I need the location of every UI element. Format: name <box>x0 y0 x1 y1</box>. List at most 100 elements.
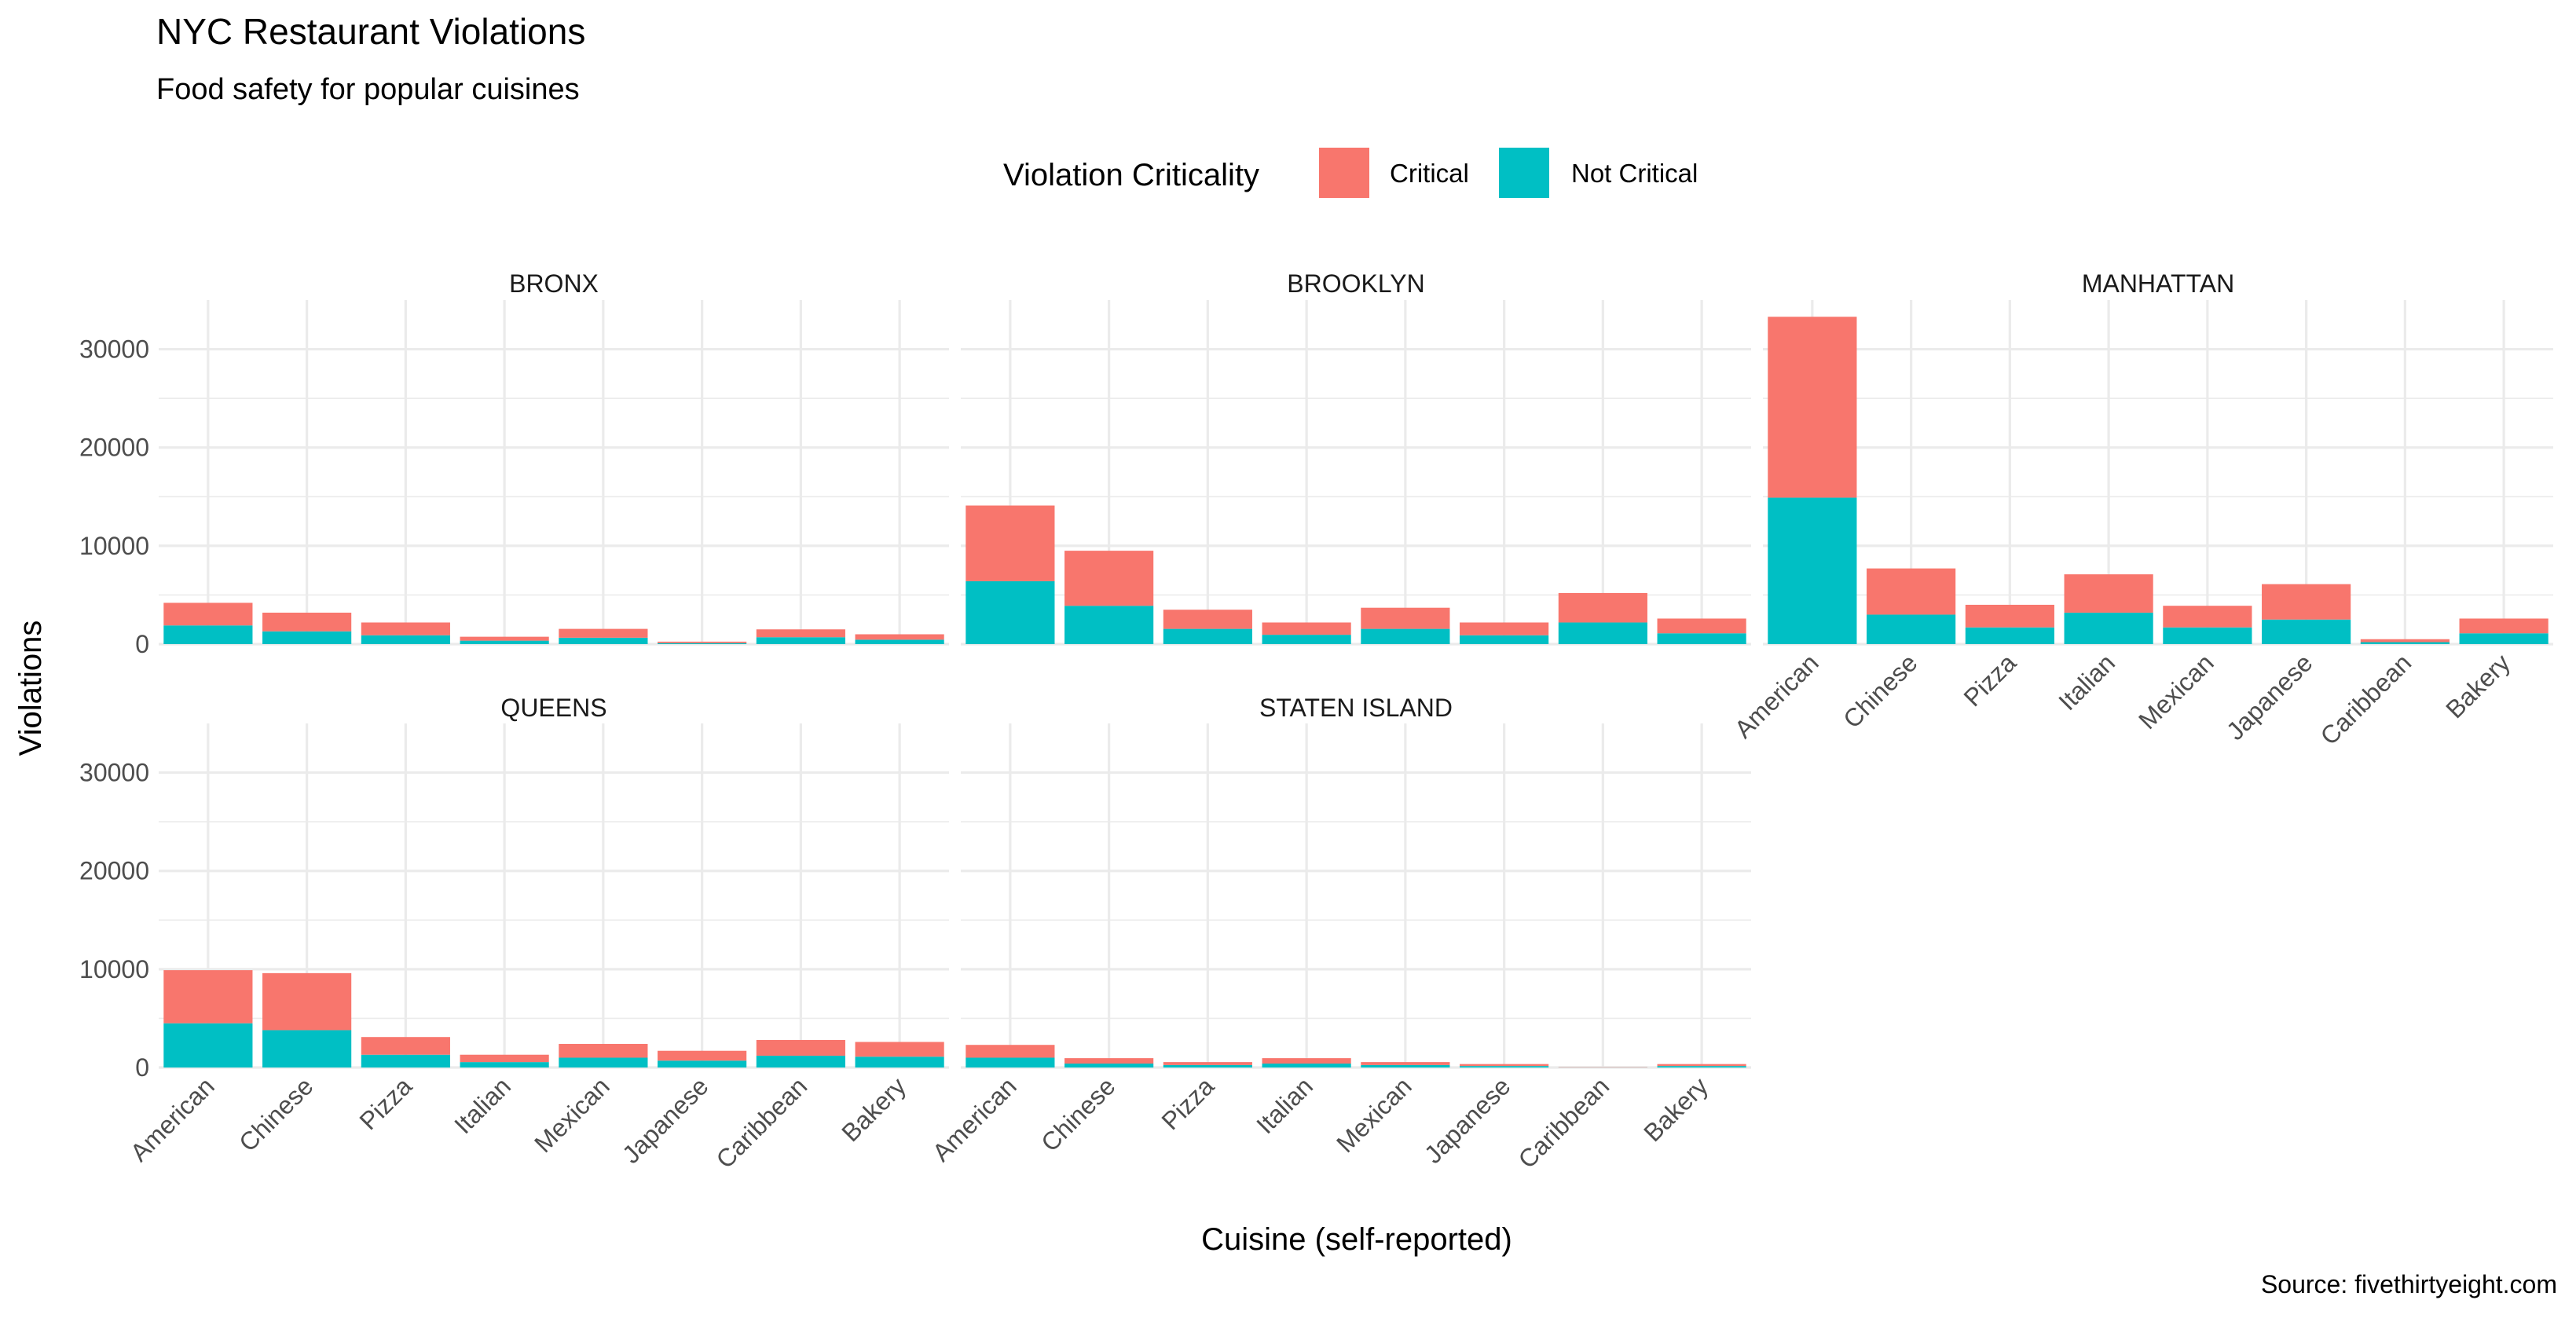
facet-label-staten-island: STATEN ISLAND <box>1259 694 1453 722</box>
bar-staten-island-japanese-not-critical <box>1460 1066 1549 1067</box>
bar-brooklyn-american-critical <box>966 505 1055 581</box>
legend-swatch-not-critical <box>1499 148 1549 198</box>
x-tick-label: Chinese <box>1035 1071 1120 1156</box>
x-tick-label: Caribbean <box>2314 648 2417 750</box>
x-tick-label: Pizza <box>354 1071 418 1135</box>
y-tick-label: 30000 <box>79 759 149 787</box>
bar-bronx-american-critical <box>163 602 253 626</box>
y-tick-label: 0 <box>135 1053 149 1082</box>
bar-queens-caribbean-not-critical <box>756 1055 845 1067</box>
facet-label-queens: QUEENS <box>500 694 606 722</box>
x-tick-label: Bakery <box>836 1071 911 1147</box>
bar-bronx-caribbean-critical <box>756 629 845 638</box>
bar-queens-pizza-critical <box>361 1037 450 1055</box>
bar-bronx-japanese-critical <box>658 641 747 643</box>
bar-manhattan-caribbean-not-critical <box>2360 642 2450 644</box>
y-tick-label: 20000 <box>79 857 149 885</box>
bar-queens-caribbean-critical <box>756 1039 845 1056</box>
bar-queens-pizza-not-critical <box>361 1054 450 1067</box>
bar-staten-island-chinese-not-critical <box>1064 1063 1154 1067</box>
bar-staten-island-bakery-critical <box>1657 1064 1746 1067</box>
bar-staten-island-american-not-critical <box>966 1057 1055 1067</box>
bar-brooklyn-japanese-critical <box>1460 622 1549 635</box>
y-tick-label: 20000 <box>79 434 149 462</box>
bar-queens-american-critical <box>163 970 253 1024</box>
x-tick-label: American <box>1729 648 1824 743</box>
y-tick-label: 10000 <box>79 532 149 560</box>
x-tick-label: Pizza <box>1959 648 2022 712</box>
facet-panels: BRONX 0 10000 20000 30000 BROOKLYN MANHATTAN Am… <box>79 269 2553 1174</box>
bar-staten-island-mexican-not-critical <box>1361 1064 1450 1067</box>
facet-label-brooklyn: BROOKLYN <box>1287 269 1424 298</box>
bar-manhattan-bakery-not-critical <box>2459 633 2549 644</box>
bar-brooklyn-bakery-not-critical <box>1657 633 1746 644</box>
bar-staten-island-mexican-critical <box>1361 1062 1450 1065</box>
caption: Source: fivethirtyeight.com <box>2261 1270 2557 1298</box>
bar-bronx-italian-critical <box>460 636 549 641</box>
bar-queens-italian-critical <box>460 1054 549 1063</box>
legend-label-critical: Critical <box>1390 159 1469 188</box>
bar-brooklyn-mexican-critical <box>1361 607 1450 629</box>
legend: Violation Criticality Critical Not Criti… <box>1003 148 1698 198</box>
bar-bronx-american-not-critical <box>163 625 253 644</box>
x-axis-title: Cuisine (self-reported) <box>1201 1222 1512 1257</box>
bar-staten-island-japanese-critical <box>1460 1064 1549 1067</box>
bar-staten-island-american-critical <box>966 1045 1055 1058</box>
bar-brooklyn-chinese-not-critical <box>1064 606 1154 644</box>
facet-staten-island: STATEN ISLAND American Chinese Pizza Italian… <box>927 694 1751 1174</box>
x-tick-label: Japanese <box>617 1071 714 1169</box>
bar-queens-japanese-not-critical <box>658 1060 747 1067</box>
bar-queens-chinese-critical <box>262 972 352 1031</box>
bar-staten-island-bakery-not-critical <box>1657 1066 1746 1067</box>
bar-queens-japanese-critical <box>658 1050 747 1061</box>
bar-manhattan-american-critical <box>1768 317 1857 498</box>
bar-queens-bakery-critical <box>855 1042 944 1057</box>
legend-label-not-critical: Not Critical <box>1571 159 1698 188</box>
facet-bronx: BRONX 0 10000 20000 30000 <box>79 269 949 658</box>
x-tick-label: Italian <box>2053 648 2120 716</box>
legend-title: Violation Criticality <box>1003 158 1259 192</box>
x-tick-label: Bakery <box>2440 648 2516 723</box>
x-tick-label: Japanese <box>1419 1071 1516 1169</box>
x-tick-label: Italian <box>449 1071 516 1139</box>
bar-staten-island-pizza-not-critical <box>1163 1064 1252 1067</box>
bar-bronx-italian-not-critical <box>460 640 549 644</box>
bar-bronx-pizza-critical <box>361 622 450 635</box>
bar-bronx-caribbean-not-critical <box>756 637 845 644</box>
y-axis-title: Violations <box>13 621 48 756</box>
x-tick-label: Mexican <box>529 1071 615 1158</box>
chart-subtitle: Food safety for popular cuisines <box>156 73 580 106</box>
bar-queens-mexican-critical <box>559 1043 648 1058</box>
bar-brooklyn-bakery-critical <box>1657 618 1746 634</box>
bar-bronx-chinese-not-critical <box>262 631 352 644</box>
bar-manhattan-caribbean-critical <box>2360 639 2450 643</box>
y-tick-label: 30000 <box>79 335 149 364</box>
x-tick-label: Pizza <box>1156 1071 1220 1135</box>
bar-queens-chinese-not-critical <box>262 1030 352 1067</box>
bar-manhattan-pizza-not-critical <box>1965 627 2054 644</box>
x-tick-label: Chinese <box>1838 648 1922 733</box>
bar-manhattan-chinese-critical <box>1867 568 1956 615</box>
bar-manhattan-american-not-critical <box>1768 497 1857 644</box>
bar-manhattan-pizza-critical <box>1965 604 2054 628</box>
bar-manhattan-mexican-critical <box>2163 606 2252 628</box>
facet-label-bronx: BRONX <box>509 269 599 298</box>
bar-bronx-japanese-not-critical <box>658 643 747 644</box>
x-tick-label: Caribbean <box>1512 1071 1614 1174</box>
bar-brooklyn-caribbean-critical <box>1558 592 1647 623</box>
bar-bronx-bakery-critical <box>855 634 944 640</box>
bar-queens-italian-not-critical <box>460 1062 549 1067</box>
bar-manhattan-mexican-not-critical <box>2163 627 2252 644</box>
bar-bronx-pizza-not-critical <box>361 635 450 644</box>
legend-swatch-critical <box>1319 148 1369 198</box>
bar-bronx-mexican-not-critical <box>559 637 648 644</box>
bar-queens-american-not-critical <box>163 1023 253 1067</box>
bar-manhattan-italian-critical <box>2064 574 2153 613</box>
facet-queens: QUEENS 0 10000 20000 30000 American Chinese Piz… <box>79 694 949 1174</box>
bar-staten-island-italian-critical <box>1262 1058 1351 1064</box>
bar-queens-bakery-not-critical <box>855 1057 944 1067</box>
bar-manhattan-japanese-critical <box>2262 584 2351 620</box>
bar-brooklyn-italian-not-critical <box>1262 635 1351 644</box>
bar-bronx-bakery-not-critical <box>855 639 944 644</box>
